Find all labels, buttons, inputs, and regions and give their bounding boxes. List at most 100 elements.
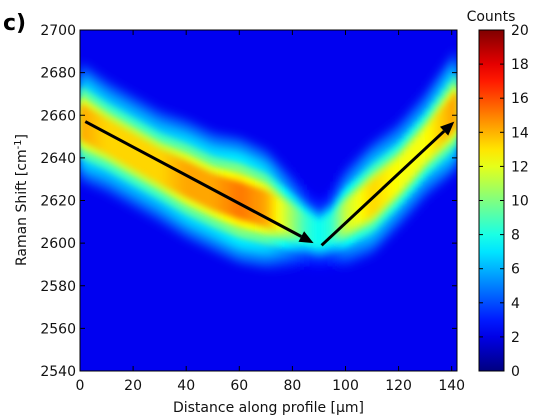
heatmap-cell: [154, 147, 161, 183]
x-tick-label: 40: [177, 378, 195, 394]
colorbar-ticks: 0 2 4 6 8 10 12 14 16 18 20: [479, 23, 529, 380]
heatmap-cell: [95, 114, 102, 150]
heatmap-cell: [180, 159, 187, 196]
colorbar-tick-label: 16: [511, 91, 529, 107]
heatmap-cell: [233, 180, 240, 219]
heatmap-cell: [202, 170, 209, 207]
x-tick-label: 140: [438, 378, 465, 394]
y-tick-label: 2560: [40, 321, 76, 337]
heatmap-cell: [191, 164, 198, 202]
heatmap-cell: [313, 219, 320, 248]
heatmap-cell: [106, 120, 113, 156]
arrow-annotations: [84, 120, 455, 247]
heatmap-cell: [244, 184, 251, 222]
y-tick-label: 2680: [40, 66, 76, 82]
heatmap-cell: [292, 207, 299, 239]
arrow-2-shaft: [320, 130, 446, 247]
heatmap-layer: [80, 93, 457, 248]
heatmap-cell: [212, 174, 219, 212]
heatmap-cell: [101, 117, 108, 153]
plot-area: [79, 29, 458, 372]
colorbar-tick-label: 14: [511, 125, 529, 141]
heatmap-cell: [80, 105, 86, 142]
heatmap-cell: [308, 216, 315, 245]
heatmap-cell: [324, 216, 331, 245]
heatmap-cell: [345, 199, 352, 232]
arrow-1-head: [298, 231, 314, 244]
heatmap-cell: [164, 152, 171, 188]
heatmap-cell: [303, 213, 309, 243]
heatmap-cell: [170, 155, 177, 191]
heatmap-cell: [271, 195, 278, 231]
heatmap-cell: [85, 108, 92, 145]
heatmap-cell: [159, 150, 166, 186]
heatmap-cell: [265, 192, 272, 229]
heatmap-cell: [451, 93, 457, 131]
colorbar-tick-label: 6: [511, 262, 520, 278]
y-axis-title: Raman Shift [cm-1]: [13, 134, 30, 266]
colorbar-tick-label: 18: [511, 57, 529, 73]
heatmap-cell: [90, 111, 97, 147]
heatmap-cell: [356, 191, 363, 225]
y-tick-label: 2640: [40, 151, 76, 167]
y-tick-label: 2660: [40, 108, 76, 124]
heatmap-cell: [318, 219, 325, 248]
y-axis-ticks: 2540 2560 2580 2600 2620 2640 2660 2680 2700: [40, 23, 457, 380]
heatmap-cell: [143, 141, 150, 177]
heatmap-cell: [111, 123, 118, 159]
x-tick-label: 100: [332, 378, 359, 394]
x-axis-ticks: 0 20 40 60 80 100 120 140: [76, 30, 465, 394]
heatmap-cell: [122, 129, 129, 165]
y-tick-label: 2700: [40, 23, 76, 39]
colorbar-tick-label: 10: [511, 194, 529, 210]
x-tick-label: 20: [124, 378, 142, 394]
heatmap-cell: [239, 182, 246, 221]
heatmap-cell: [425, 125, 432, 160]
colorbar-tick-label: 4: [511, 296, 520, 312]
heatmap-cell: [207, 172, 214, 209]
heatmap-cell: [297, 210, 304, 241]
heatmap-cell: [260, 189, 267, 227]
heatmap-cell: [281, 201, 288, 235]
heatmap-cell: [350, 195, 357, 229]
heatmap-cell: [249, 186, 256, 224]
arrow-2-head: [440, 121, 455, 136]
heatmap-cell: [334, 208, 341, 239]
heatmap-cell: [276, 198, 283, 233]
colorbar-tick-label: 12: [511, 159, 529, 175]
heatmap-cell: [186, 162, 193, 199]
heatmap-cell: [255, 188, 262, 225]
y-axis-title-end: ]: [14, 134, 30, 139]
x-tick-label: 60: [230, 378, 248, 394]
x-axis-title: Distance along profile [µm]: [173, 400, 364, 416]
x-tick-label: 120: [385, 378, 412, 394]
heatmap-cell: [196, 167, 203, 204]
heatmap-cell: [430, 118, 437, 154]
heatmap-cell: [329, 213, 336, 243]
colorbar: 0 2 4 6 8 10 12 14 16 18 20 Counts: [467, 9, 529, 380]
heatmap-cell: [287, 204, 293, 237]
colorbar-tick-label: 2: [511, 330, 520, 346]
panel-label: c): [3, 11, 26, 36]
heatmap-cell: [127, 132, 134, 168]
y-axis-title-superscript: -1: [13, 139, 24, 149]
y-axis-title-main: Raman Shift [cm: [14, 149, 30, 266]
heatmap-cell: [435, 112, 442, 148]
y-tick-label: 2540: [40, 364, 76, 380]
heatmap-cell: [175, 157, 182, 194]
heatmap-cell: [138, 138, 145, 174]
x-tick-label: 0: [76, 378, 85, 394]
colorbar-tick-label: 20: [511, 23, 529, 39]
colorbar-tick-label: 8: [511, 228, 520, 244]
heatmap-cell: [441, 106, 447, 142]
heatmap-cell: [133, 135, 140, 171]
y-tick-label: 2620: [40, 194, 76, 210]
y-tick-label: 2580: [40, 279, 76, 295]
arrow-1-shaft: [84, 120, 303, 238]
y-tick-label: 2600: [40, 236, 76, 252]
heatmap-cell: [149, 144, 155, 180]
colorbar-tick-label: 0: [511, 364, 520, 380]
heatmap-cell: [340, 203, 347, 236]
